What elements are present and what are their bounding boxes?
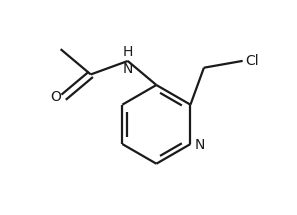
Text: N: N xyxy=(195,138,205,152)
Text: N: N xyxy=(123,62,133,76)
Text: O: O xyxy=(50,90,61,104)
Text: H: H xyxy=(123,45,133,59)
Text: Cl: Cl xyxy=(245,54,259,68)
